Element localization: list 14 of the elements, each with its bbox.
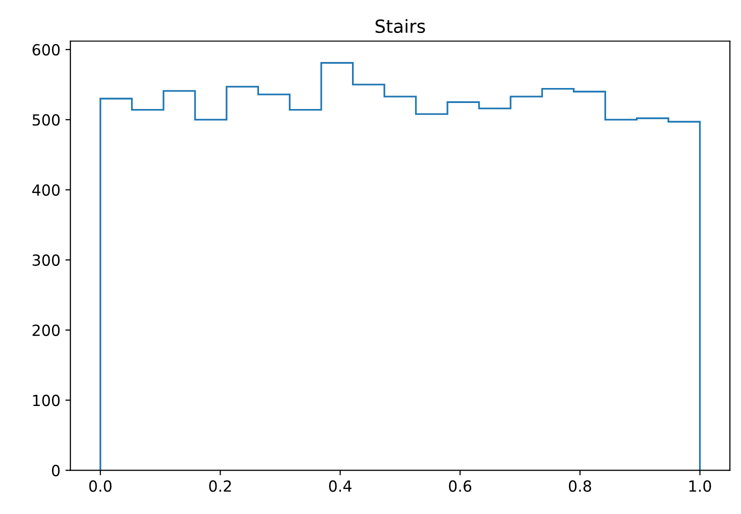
x-tick-label: 0.0	[89, 480, 112, 492]
y-tick-label: 300	[32, 254, 60, 266]
y-tick-label: 100	[33, 394, 60, 406]
y-tick-label: 600	[32, 44, 60, 56]
y-tick-label: 500	[32, 114, 60, 126]
chart-title: Stairs	[376, 19, 425, 34]
x-tick-label: 0.4	[329, 480, 352, 492]
x-tick-label: 0.8	[568, 480, 592, 492]
y-tick-label: 400	[32, 184, 60, 196]
x-tick-label: 1.0	[689, 480, 712, 492]
x-tick-label: 0.2	[209, 480, 231, 492]
x-tick-label: 0.6	[448, 480, 472, 492]
y-tick-label: 200	[32, 324, 60, 336]
y-tick-label: 0	[52, 464, 60, 476]
